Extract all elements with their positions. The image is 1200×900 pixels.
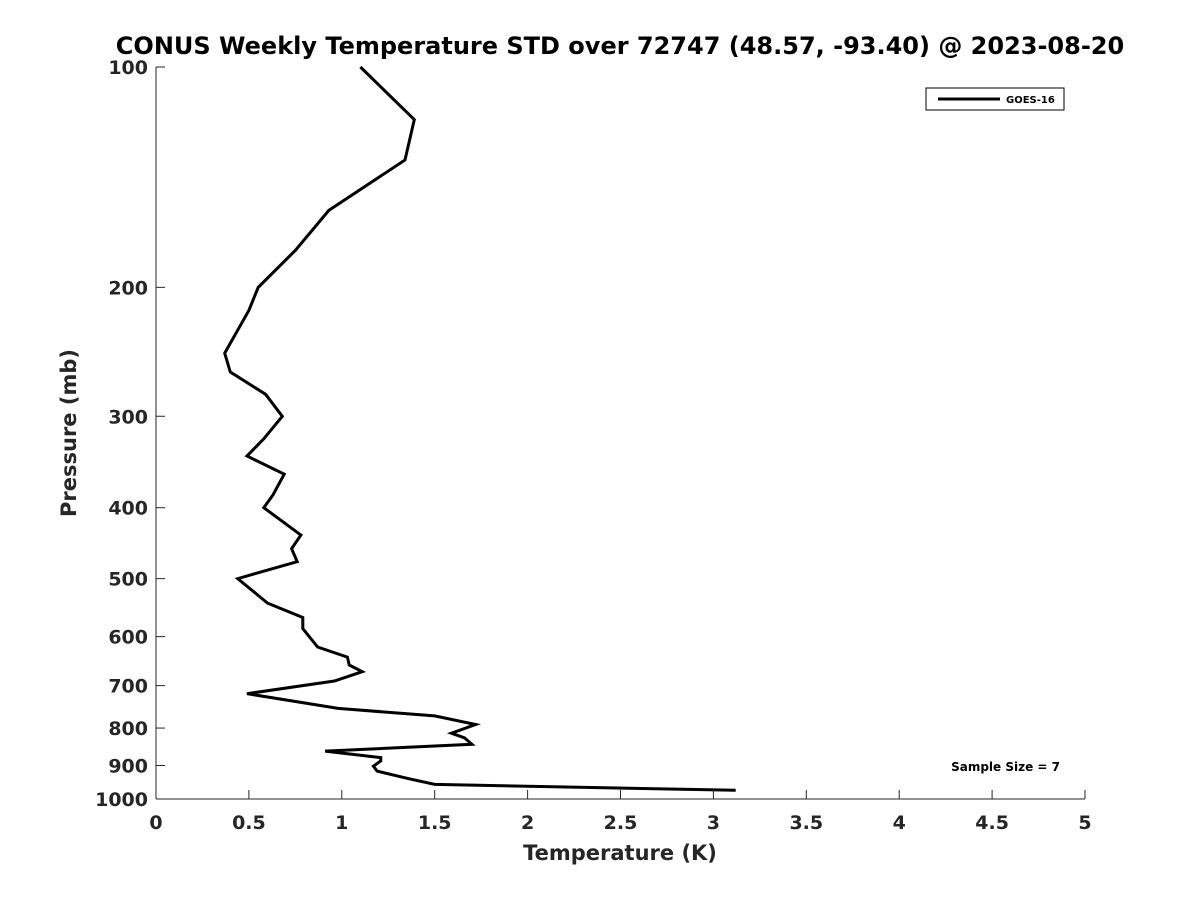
y-tick-label: 200 — [108, 277, 148, 299]
x-tick-label: 0.5 — [232, 812, 266, 834]
x-tick-label: 2.5 — [604, 812, 638, 834]
chart-title: CONUS Weekly Temperature STD over 72747 … — [116, 32, 1124, 60]
x-tick-label: 1.5 — [418, 812, 452, 834]
y-tick-label: 600 — [108, 627, 148, 649]
series-line-goes-16 — [223, 65, 736, 792]
x-tick-label: 0 — [149, 812, 162, 834]
y-tick-label: 100 — [108, 57, 148, 79]
y-tick-label: 800 — [108, 718, 148, 740]
series-group — [223, 65, 736, 792]
y-tick-label: 500 — [108, 569, 148, 591]
legend-label-goes-16: GOES-16 — [1006, 95, 1055, 106]
x-ticks: 0 0.5 1 1.5 2 2.5 3 3.5 4 4.5 5 — [149, 790, 1092, 834]
x-tick-label: 4 — [893, 812, 906, 834]
y-tick-label: 1000 — [95, 789, 148, 811]
y-tick-label: 900 — [108, 756, 148, 778]
x-tick-label: 2 — [521, 812, 534, 834]
y-axis-label: Pressure (mb) — [57, 349, 81, 517]
x-tick-label: 5 — [1078, 812, 1091, 834]
x-tick-label: 1 — [335, 812, 348, 834]
x-tick-label: 3 — [707, 812, 720, 834]
plot-area — [156, 67, 1085, 799]
sample-size-annotation: Sample Size = 7 — [951, 760, 1060, 774]
y-tick-label: 400 — [108, 498, 148, 520]
x-tick-label: 4.5 — [975, 812, 1009, 834]
y-tick-label: 700 — [108, 676, 148, 698]
x-axis-label: Temperature (K) — [523, 841, 717, 865]
y-tick-label: 300 — [108, 406, 148, 428]
y-ticks: 100 200 300 400 500 600 700 800 900 1000 — [95, 57, 165, 811]
x-tick-label: 3.5 — [789, 812, 823, 834]
legend: GOES-16 — [925, 87, 1065, 111]
